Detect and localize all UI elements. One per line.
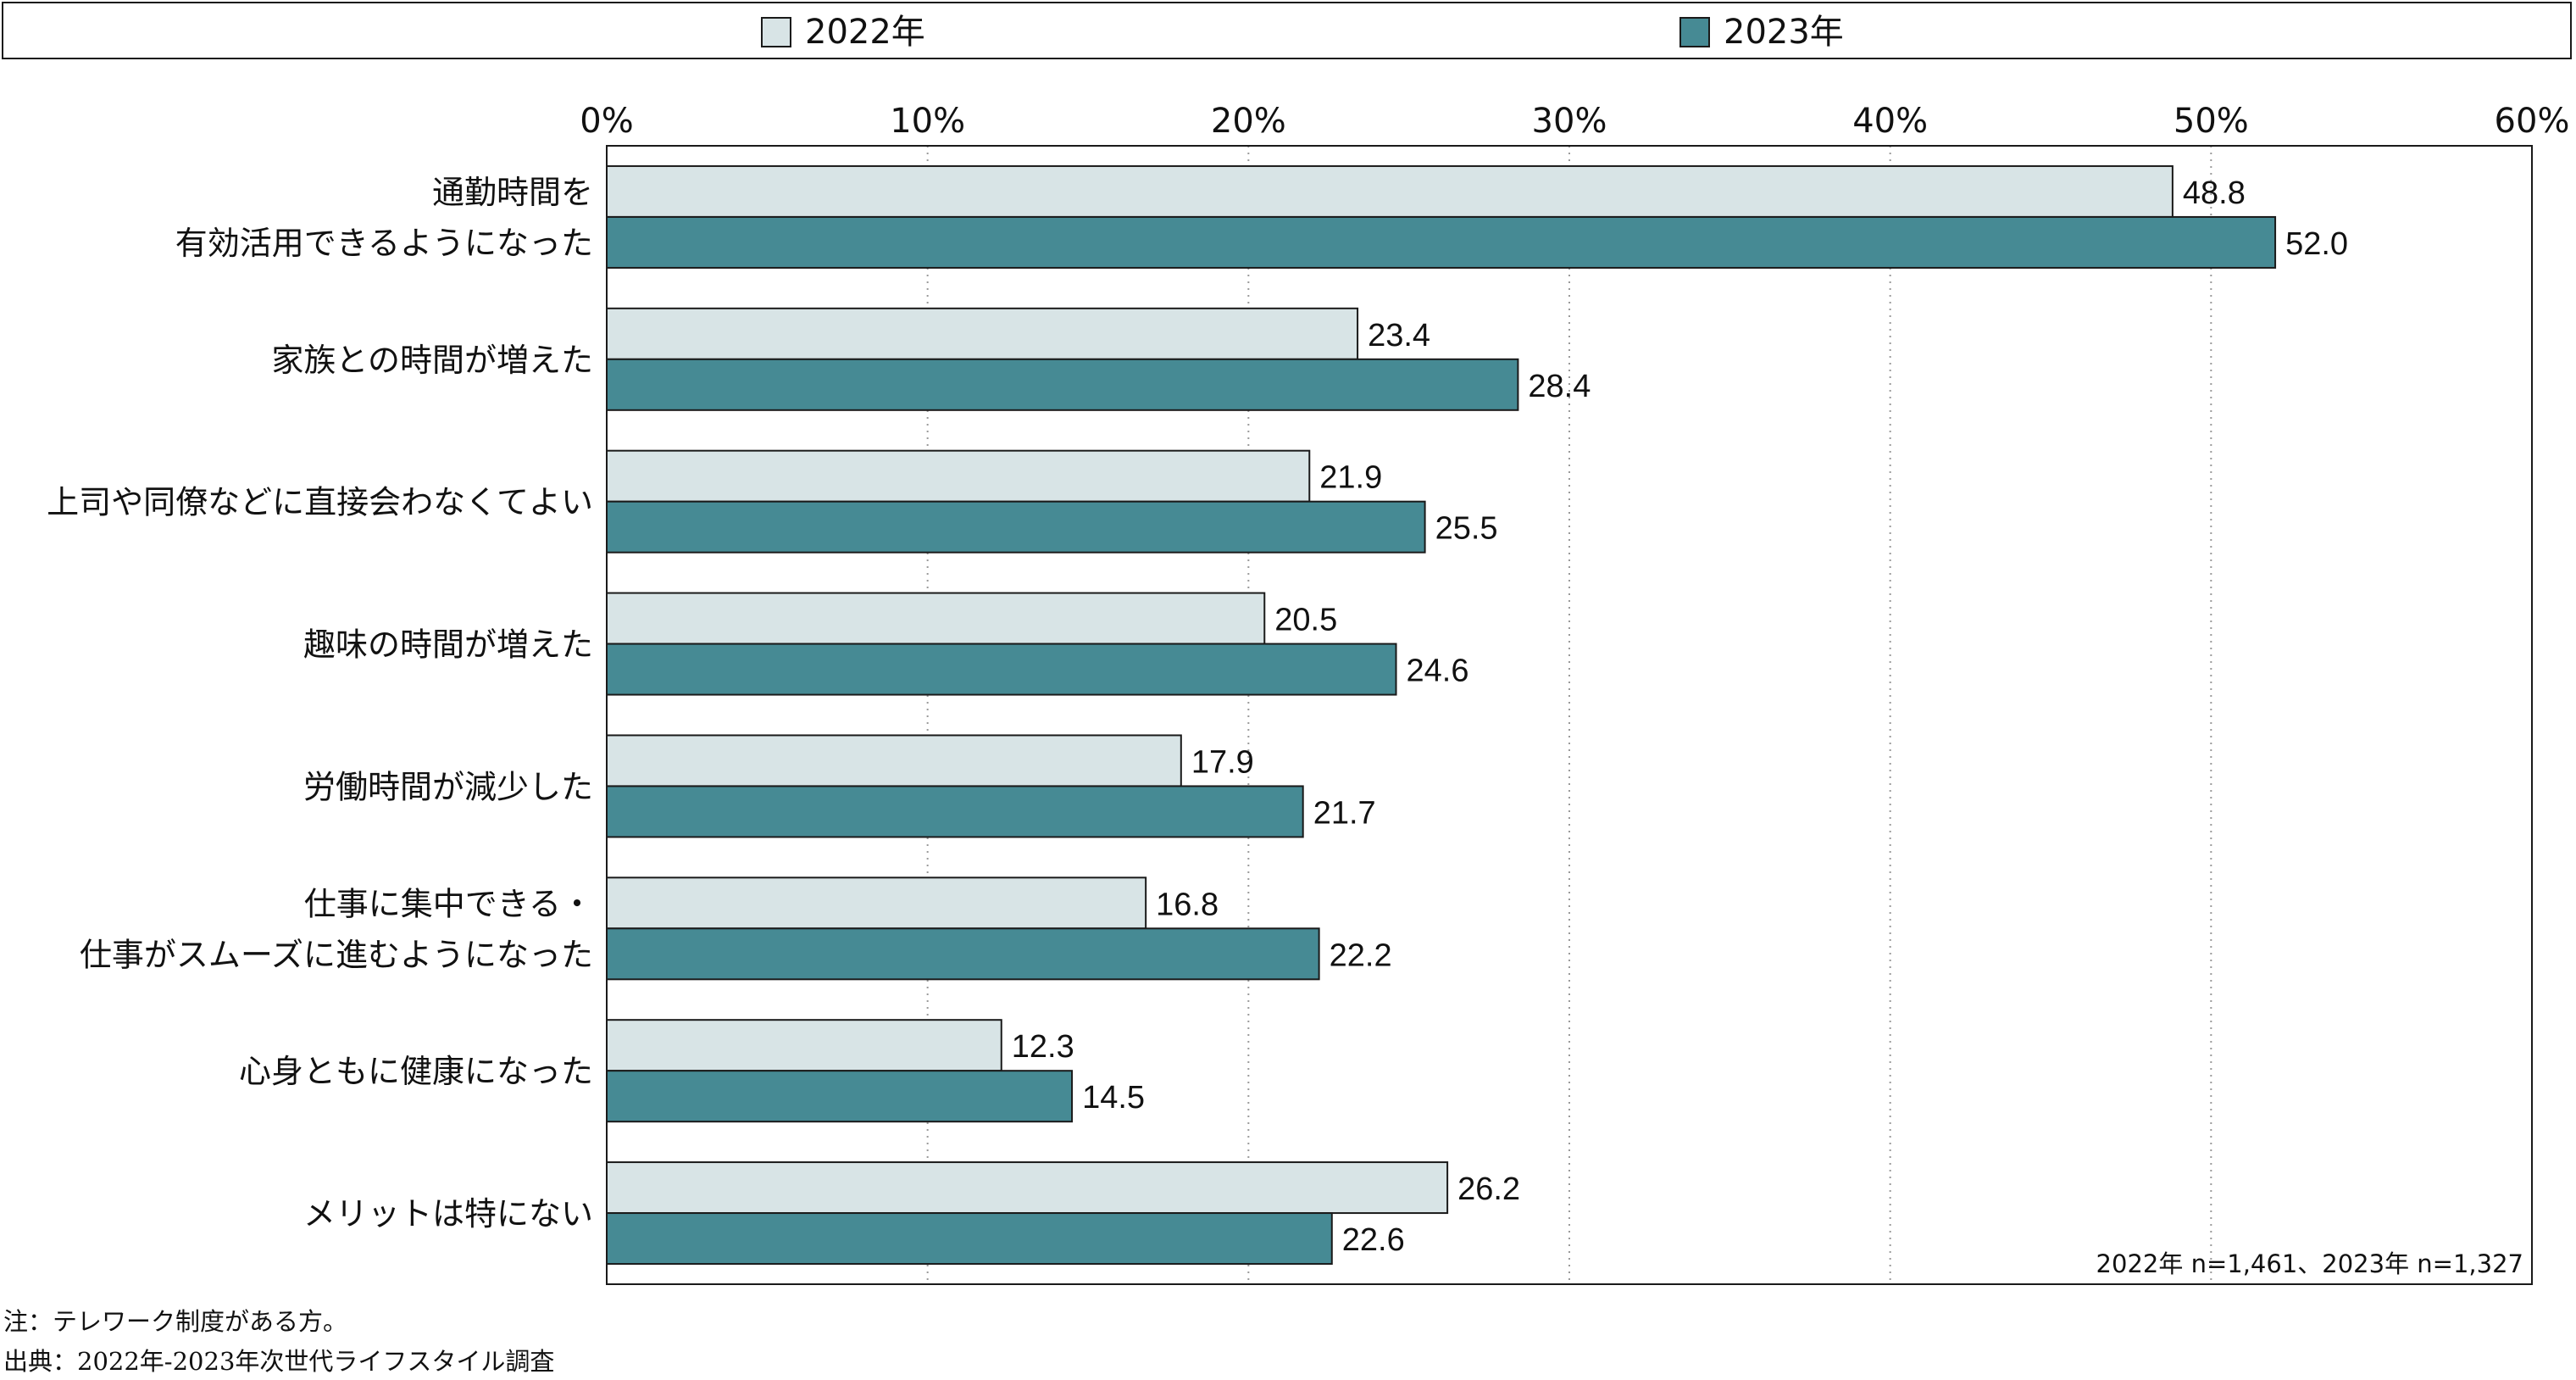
bar-2023-0 (606, 215, 2277, 269)
category-label-3-0: 趣味の時間が増えた (303, 626, 593, 664)
bar-2023-6 (606, 1070, 1074, 1123)
legend-swatch-2022 (761, 17, 791, 47)
x-tick-label-30: 30% (1532, 102, 1607, 141)
legend: 2022年 2023年 (2, 2, 2572, 59)
data-label-2022-2: 21.9 (1319, 460, 1382, 496)
data-label-2022-0: 48.8 (2183, 175, 2246, 211)
data-label-2022-4: 17.9 (1191, 744, 1254, 780)
legend-label-2023: 2023年 (1724, 13, 1844, 52)
bar-2022-4 (606, 734, 1182, 787)
x-tick-label-0: 0% (580, 102, 633, 141)
bar-2022-0 (606, 164, 2174, 218)
bar-2023-3 (606, 643, 1397, 696)
category-label-2-0: 上司や同僚などに直接会わなくてよい (47, 484, 593, 521)
data-label-2023-0: 52.0 (2285, 226, 2348, 262)
x-tick-label-20: 20% (1211, 102, 1286, 141)
bar-2023-2 (606, 500, 1426, 554)
x-tick-label-60: 60% (2495, 102, 2570, 141)
bar-2023-7 (606, 1212, 1333, 1266)
legend-swatch-2023 (1679, 17, 1710, 47)
data-label-2022-7: 26.2 (1457, 1171, 1520, 1207)
category-label-1-0: 家族との時間が増えた (271, 342, 593, 379)
category-label-4-0: 労働時間が減少した (303, 768, 593, 805)
legend-label-2022: 2022年 (805, 13, 925, 52)
data-label-2022-5: 16.8 (1156, 887, 1219, 922)
category-label-7-0: メリットは特にない (303, 1195, 593, 1233)
category-label-5-1: 仕事がスムーズに進むようになった (80, 936, 593, 973)
bar-2023-5 (606, 927, 1320, 981)
bar-2022-1 (606, 307, 1359, 360)
x-axis-ticks: 0% 10% 20% 30% 40% 50% 60% (580, 102, 2569, 141)
data-label-2022-6: 12.3 (1012, 1029, 1074, 1065)
bar-2022-7 (606, 1161, 1449, 1215)
x-tick-label-10: 10% (890, 102, 965, 141)
category-label-6-0: 心身ともに健康になった (239, 1053, 593, 1090)
category-label-0-1: 有効活用できるようになった (175, 225, 593, 262)
category-label-5-0: 仕事に集中できる・ (304, 885, 593, 922)
data-label-2023-6: 14.5 (1082, 1080, 1145, 1116)
category-label-0-0: 通勤時間を (432, 174, 593, 211)
legend-item-2022: 2022年 (761, 14, 925, 51)
data-label-2023-7: 22.6 (1342, 1222, 1405, 1258)
legend-item-2023: 2023年 (1679, 14, 1844, 51)
data-label-2022-1: 23.4 (1368, 318, 1430, 353)
data-label-2023-2: 25.5 (1435, 511, 1498, 547)
data-label-2023-1: 28.4 (1528, 369, 1591, 404)
footnote-source: 出典：2022年-2023年次世代ライフスタイル調査 (3, 1347, 555, 1376)
bar-2023-1 (606, 358, 1519, 411)
footnote-note: 注：テレワーク制度がある方。 (3, 1307, 348, 1336)
bar-2022-3 (606, 592, 1266, 645)
bars: 48.8 52.0 23.4 28.4 21.9 25.5 20.5 24.6 17.9 21.7… (606, 164, 2348, 1266)
data-label-2023-4: 21.7 (1313, 795, 1376, 831)
x-tick-label-50: 50% (2174, 102, 2249, 141)
sample-size-annotation: 2022年 n=1,461、2023年 n=1,327 (2096, 1249, 2523, 1278)
bar-2023-4 (606, 785, 1304, 838)
bar-2022-5 (606, 876, 1147, 930)
bar-2022-2 (606, 449, 1311, 503)
data-label-2023-5: 22.2 (1330, 938, 1392, 973)
data-label-2023-3: 24.6 (1407, 654, 1469, 689)
bar-2022-6 (606, 1019, 1002, 1072)
x-tick-label-40: 40% (1852, 102, 1928, 141)
data-label-2022-3: 20.5 (1274, 603, 1337, 638)
category-labels: 通勤時間を有効活用できるようになった家族との時間が増えた上司や同僚などに直接会わ… (47, 174, 593, 1233)
bar-chart: 0% 10% 20% 30% 40% 50% 60% 48.8 52.0 23.4 28.4 21.… (47, 102, 2569, 1285)
plot-area-frame (606, 145, 2533, 1285)
